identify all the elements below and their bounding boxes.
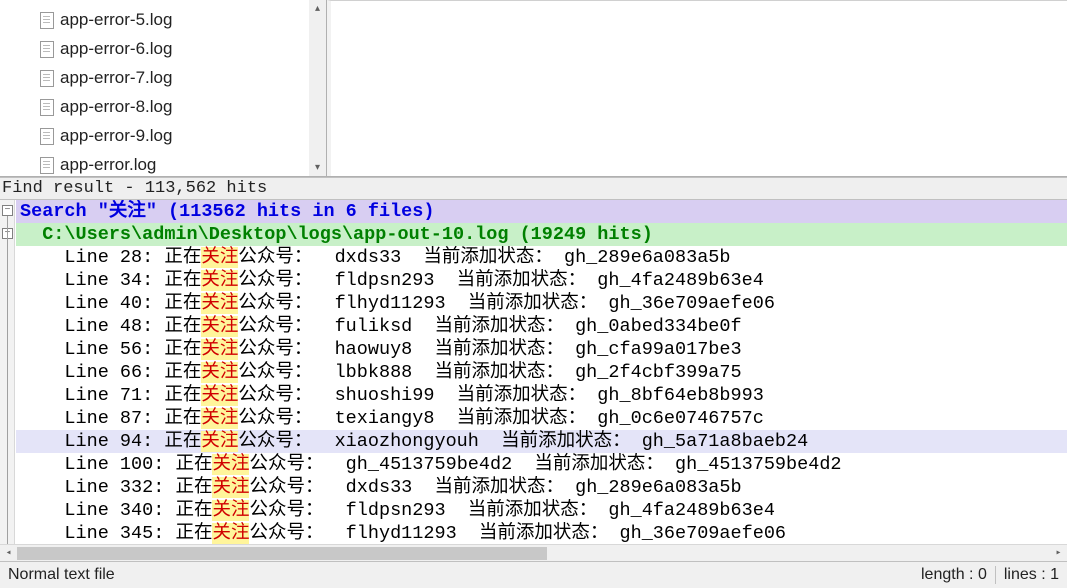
- file-tree-item[interactable]: app-error-6.log: [40, 34, 326, 63]
- result-line[interactable]: Line 40: 正在关注公众号： flhyd11293 当前添加状态： gh_…: [16, 292, 1067, 315]
- horizontal-scrollbar[interactable]: ◂ ▸: [0, 544, 1067, 561]
- line-prefix: Line 48:: [20, 316, 164, 337]
- search-highlight: 关注: [212, 454, 249, 475]
- file-tree-item[interactable]: app-error-9.log: [40, 121, 326, 150]
- result-line[interactable]: Line 71: 正在关注公众号： shuoshi99 当前添加状态： gh_8…: [16, 384, 1067, 407]
- line-prefix: Line 94:: [20, 431, 164, 452]
- result-line[interactable]: Line 48: 正在关注公众号： fuliksd 当前添加状态： gh_0ab…: [16, 315, 1067, 338]
- fold-gutter: [0, 200, 15, 561]
- file-icon: [40, 99, 54, 115]
- line-prefix: Line 40:: [20, 293, 164, 314]
- result-line[interactable]: Line 66: 正在关注公众号： lbbk888 当前添加状态： gh_2f4…: [16, 361, 1067, 384]
- result-line[interactable]: Line 87: 正在关注公众号： texiangy8 当前添加状态： gh_0…: [16, 407, 1067, 430]
- status-length: length : 0: [913, 566, 995, 584]
- fold-toggle-icon[interactable]: [2, 205, 13, 216]
- search-highlight: 关注: [201, 408, 238, 429]
- file-icon: [40, 128, 54, 144]
- file-icon: [40, 70, 54, 86]
- file-tree-label: app-error-4.log: [60, 0, 172, 1]
- scroll-down-icon[interactable]: ▾: [309, 159, 326, 176]
- scrollbar-thumb[interactable]: [17, 547, 547, 560]
- line-prefix: Line 56:: [20, 339, 164, 360]
- search-highlight: 关注: [201, 293, 238, 314]
- search-summary-line[interactable]: Search "关注" (113562 hits in 6 files): [16, 200, 1067, 223]
- result-line[interactable]: Line 94: 正在关注公众号： xiaozhongyouh 当前添加状态： …: [16, 430, 1067, 453]
- search-highlight: 关注: [201, 270, 238, 291]
- status-length-value: 0: [978, 566, 987, 583]
- tree-scrollbar[interactable]: ▴ ▾: [309, 0, 326, 176]
- line-prefix: Line 28:: [20, 247, 164, 268]
- file-icon: [40, 12, 54, 28]
- file-tree-item[interactable]: app-error.log: [40, 150, 326, 176]
- search-highlight: 关注: [201, 431, 238, 452]
- top-pane: app-error-4.log app-error-5.log app-error-…: [0, 0, 1067, 177]
- file-tree-item[interactable]: app-error-8.log: [40, 92, 326, 121]
- status-filetype: Normal text file: [0, 566, 123, 584]
- file-icon: [40, 157, 54, 173]
- result-line[interactable]: Line 28: 正在关注公众号： dxds33 当前添加状态： gh_289e…: [16, 246, 1067, 269]
- find-result-header: Find result - 113,562 hits: [0, 177, 1067, 200]
- line-prefix: Line 340:: [20, 500, 175, 521]
- line-prefix: Line 100:: [20, 454, 175, 475]
- file-tree-label: app-error-7.log: [60, 68, 172, 88]
- file-summary-line[interactable]: C:\Users\admin\Desktop\logs\app-out-10.l…: [16, 223, 1067, 246]
- file-tree-item[interactable]: app-error-5.log: [40, 5, 326, 34]
- file-tree-item[interactable]: app-error-7.log: [40, 63, 326, 92]
- file-tree[interactable]: app-error-4.log app-error-5.log app-error-…: [0, 0, 327, 176]
- search-highlight: 关注: [212, 523, 249, 544]
- file-tree-label: app-error-5.log: [60, 10, 172, 30]
- status-lines-label: lines :: [1004, 566, 1046, 583]
- file-icon: [40, 41, 54, 57]
- result-line[interactable]: Line 100: 正在关注公众号： gh_4513759be4d2 当前添加状…: [16, 453, 1067, 476]
- line-prefix: Line 345:: [20, 523, 175, 544]
- status-lines-value: 1: [1050, 566, 1059, 583]
- editor-area[interactable]: [327, 0, 1067, 176]
- result-line[interactable]: Line 345: 正在关注公众号： flhyd11293 当前添加状态： gh…: [16, 522, 1067, 545]
- file-tree-label: app-error-8.log: [60, 97, 172, 117]
- scroll-up-icon[interactable]: ▴: [309, 0, 326, 17]
- status-lines: lines : 1: [996, 566, 1067, 584]
- line-prefix: Line 87:: [20, 408, 164, 429]
- search-highlight: 关注: [212, 500, 249, 521]
- scroll-right-icon[interactable]: ▸: [1050, 545, 1067, 561]
- file-tree-label: app-error.log: [60, 155, 156, 175]
- search-highlight: 关注: [201, 385, 238, 406]
- result-line[interactable]: Line 56: 正在关注公众号： haowuy8 当前添加状态： gh_cfa…: [16, 338, 1067, 361]
- status-bar: Normal text file length : 0 lines : 1: [0, 561, 1067, 588]
- search-highlight: 关注: [201, 362, 238, 383]
- line-prefix: Line 332:: [20, 477, 175, 498]
- result-line[interactable]: Line 34: 正在关注公众号： fldpsn293 当前添加状态： gh_4…: [16, 269, 1067, 292]
- status-length-label: length :: [921, 566, 973, 583]
- find-results-panel[interactable]: Search "关注" (113562 hits in 6 files) C:\…: [0, 200, 1067, 561]
- file-tree-label: app-error-9.log: [60, 126, 172, 146]
- result-line[interactable]: Line 340: 正在关注公众号： fldpsn293 当前添加状态： gh_…: [16, 499, 1067, 522]
- result-line[interactable]: Line 332: 正在关注公众号： dxds33 当前添加状态： gh_289…: [16, 476, 1067, 499]
- line-prefix: Line 66:: [20, 362, 164, 383]
- search-highlight: 关注: [201, 316, 238, 337]
- file-tree-label: app-error-6.log: [60, 39, 172, 59]
- search-highlight: 关注: [212, 477, 249, 498]
- line-prefix: Line 71:: [20, 385, 164, 406]
- fold-line: [7, 216, 8, 546]
- search-highlight: 关注: [201, 247, 238, 268]
- line-prefix: Line 34:: [20, 270, 164, 291]
- search-highlight: 关注: [201, 339, 238, 360]
